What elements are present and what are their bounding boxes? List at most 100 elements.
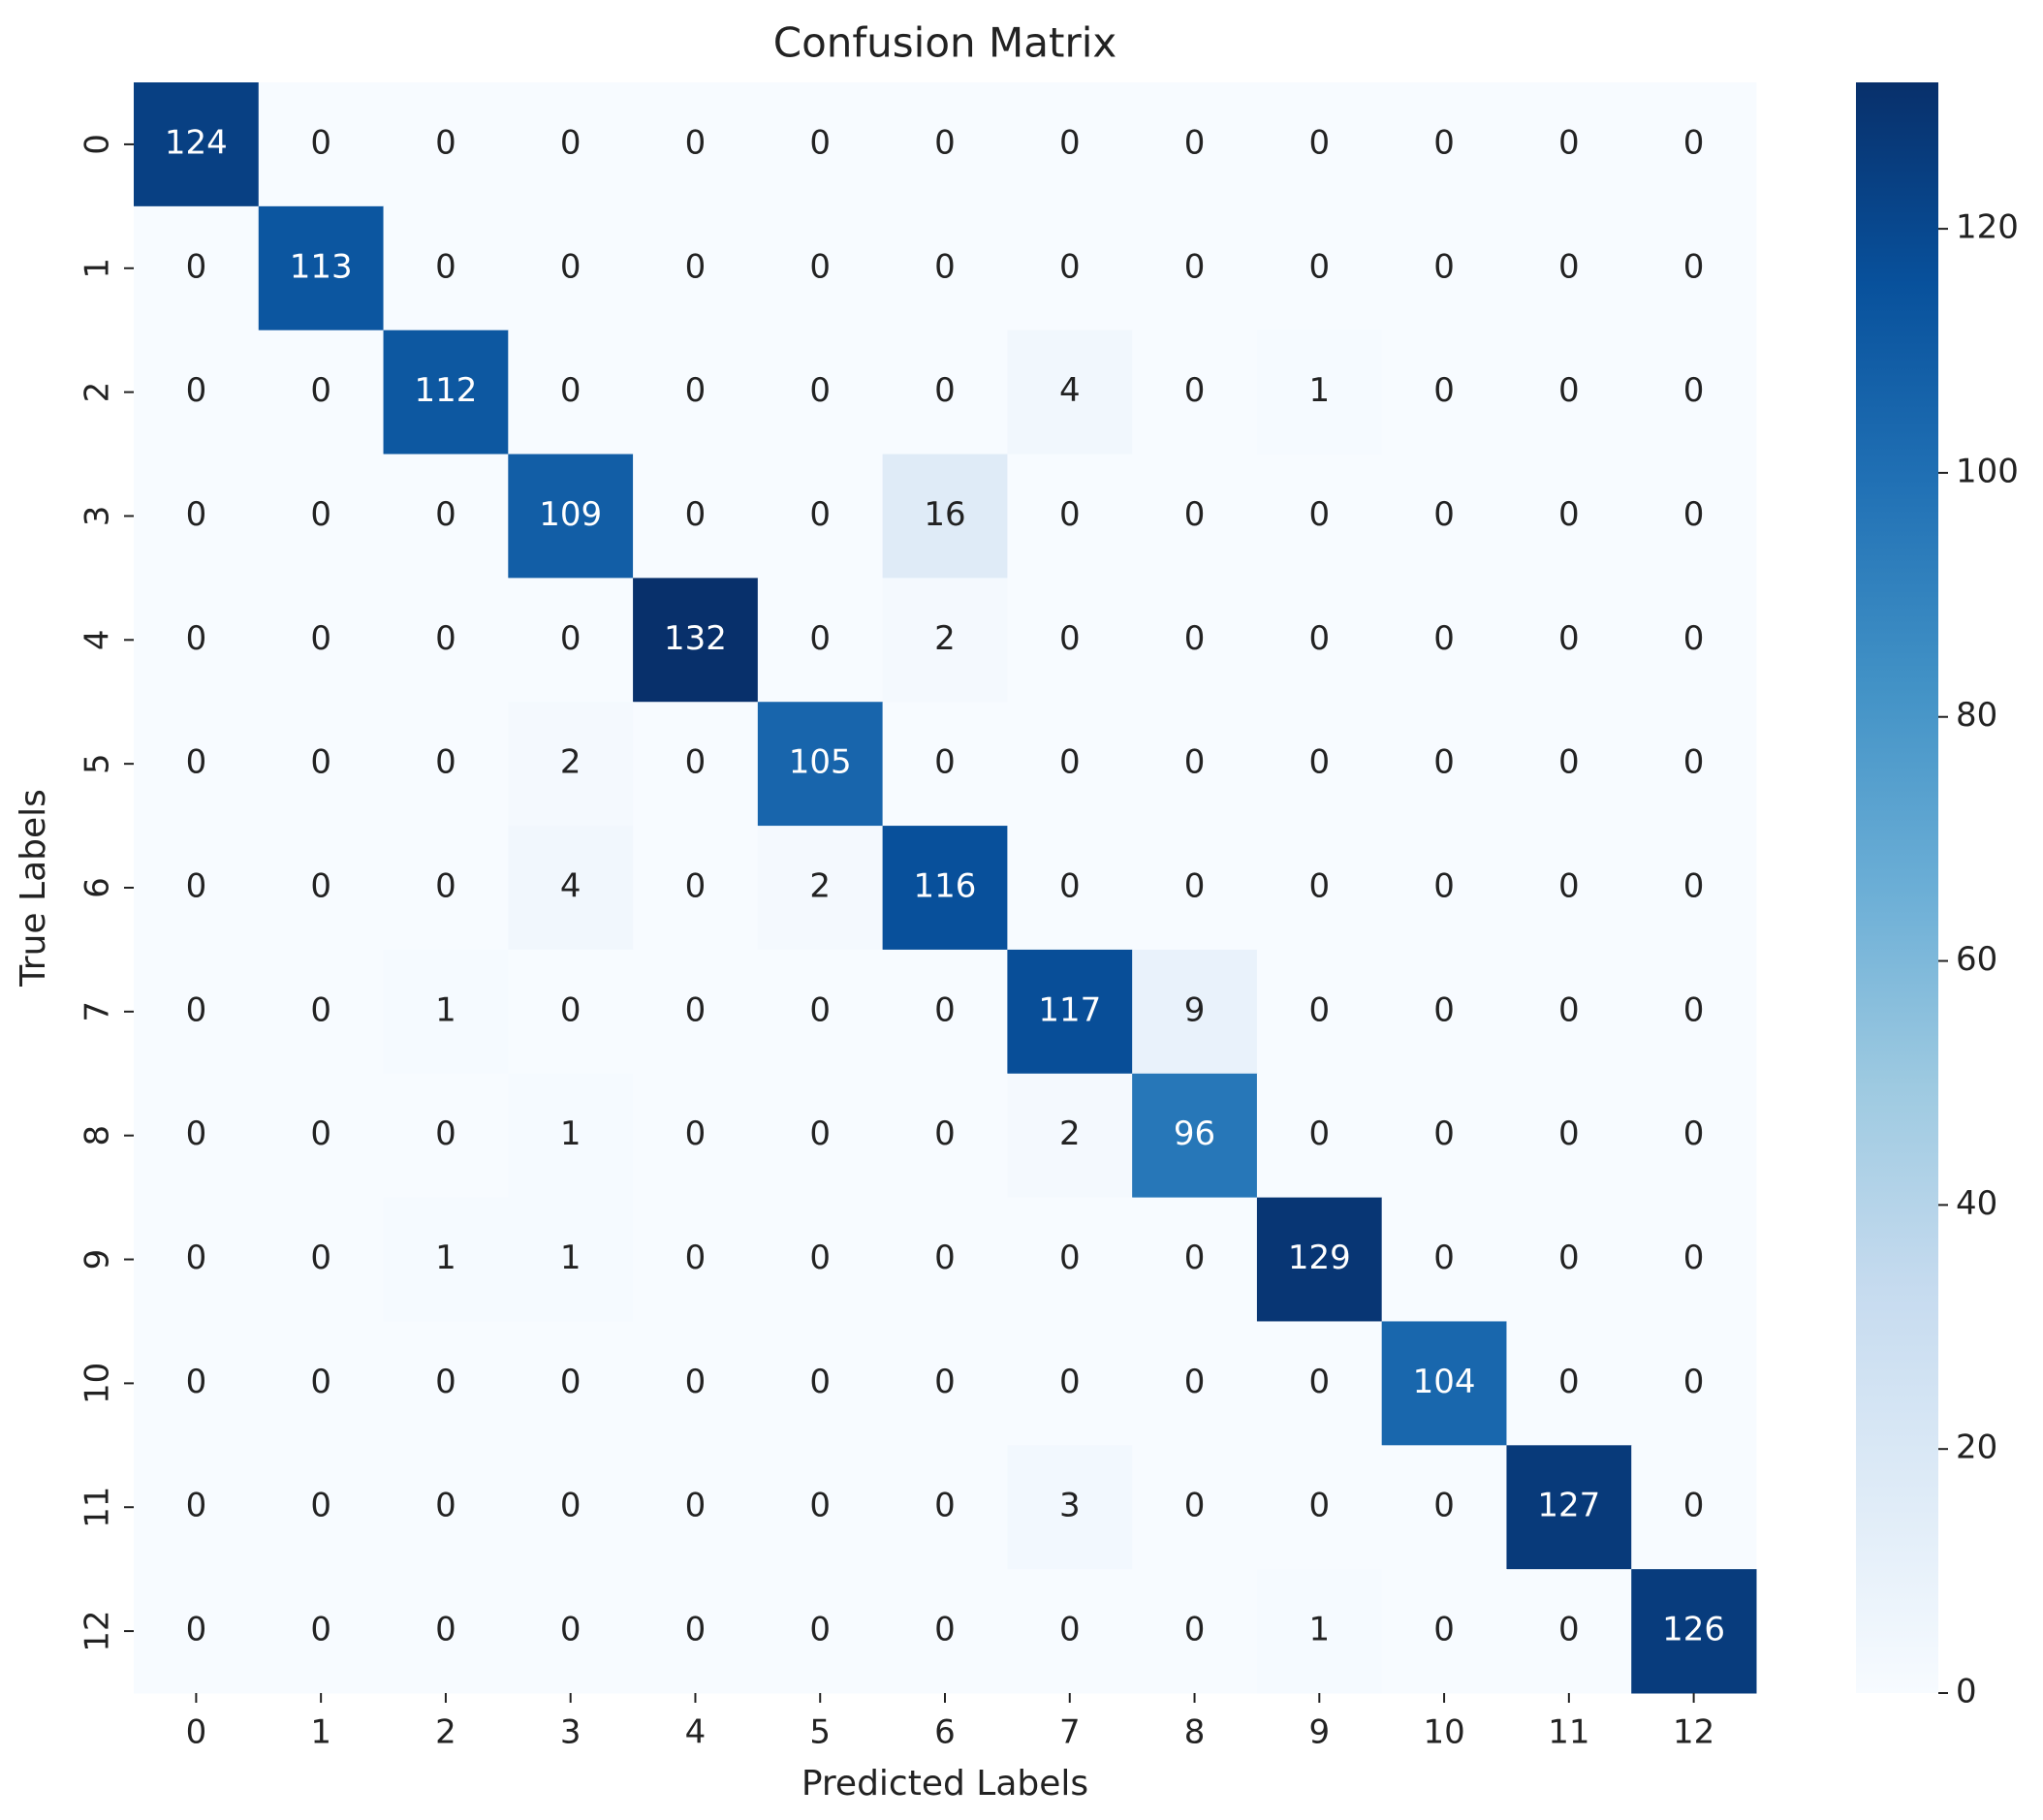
heatmap-cell bbox=[383, 1197, 509, 1322]
cell-label: 0 bbox=[1558, 619, 1580, 658]
cell-label: 0 bbox=[560, 247, 581, 286]
heatmap-cell bbox=[383, 578, 509, 703]
heatmap-cell bbox=[1132, 205, 1258, 331]
y-tick-label: 0 bbox=[79, 134, 117, 155]
cell-label: 0 bbox=[1683, 867, 1705, 906]
heatmap-cell bbox=[1132, 1569, 1258, 1694]
cell-label: 0 bbox=[435, 1611, 456, 1649]
cell-label: 0 bbox=[1184, 371, 1206, 410]
heatmap-cell bbox=[882, 454, 1008, 579]
cell-label: 0 bbox=[435, 495, 456, 534]
heatmap-cell bbox=[633, 329, 759, 455]
heatmap-cell bbox=[1007, 578, 1133, 703]
y-tick-label: 11 bbox=[79, 1487, 117, 1528]
cell-label: 1 bbox=[1308, 371, 1330, 410]
cell-label: 0 bbox=[435, 1114, 456, 1153]
cell-label: 0 bbox=[1059, 1611, 1081, 1649]
colorbar-tick-label: 100 bbox=[1956, 452, 2019, 490]
heatmap-cell bbox=[258, 205, 385, 331]
heatmap-cell bbox=[508, 1569, 634, 1694]
heatmap-cell bbox=[1381, 329, 1507, 455]
cell-label: 0 bbox=[1683, 495, 1705, 534]
cell-label: 0 bbox=[685, 1114, 707, 1153]
heatmap-cell bbox=[1631, 454, 1757, 579]
heatmap-cell bbox=[882, 329, 1008, 455]
heatmap-cell bbox=[1381, 578, 1507, 703]
cell-label: 0 bbox=[809, 1239, 831, 1277]
cell-label: 0 bbox=[934, 371, 956, 410]
cell-label: 0 bbox=[809, 1611, 831, 1649]
heatmap-cell bbox=[1631, 949, 1757, 1075]
heatmap-cell bbox=[757, 1445, 884, 1570]
cell-label: 0 bbox=[1308, 123, 1330, 162]
cell-label: 0 bbox=[186, 1114, 207, 1153]
cell-label: 0 bbox=[560, 990, 581, 1029]
cell-label: 0 bbox=[685, 867, 707, 906]
cell-label: 105 bbox=[789, 743, 852, 782]
colorbar-tick-label: 80 bbox=[1956, 696, 1997, 735]
cell-label: 0 bbox=[1308, 743, 1330, 782]
cell-label: 0 bbox=[435, 247, 456, 286]
cell-label: 0 bbox=[685, 371, 707, 410]
heatmap-cell bbox=[258, 1569, 385, 1694]
cell-label: 1 bbox=[1308, 1611, 1330, 1649]
cell-label: 0 bbox=[1184, 1239, 1206, 1277]
cell-label: 0 bbox=[934, 1363, 956, 1401]
heatmap-cell bbox=[1631, 82, 1757, 207]
cell-label: 0 bbox=[1558, 867, 1580, 906]
cell-label: 0 bbox=[685, 1363, 707, 1401]
cell-label: 0 bbox=[1683, 247, 1705, 286]
heatmap-cell bbox=[633, 702, 759, 827]
cell-label: 4 bbox=[1059, 371, 1081, 410]
cell-label: 0 bbox=[1558, 1114, 1580, 1153]
heatmap-cell bbox=[258, 454, 385, 579]
heatmap-cell bbox=[882, 578, 1008, 703]
heatmap-cell bbox=[757, 949, 884, 1075]
heatmap-cell bbox=[383, 1073, 509, 1199]
cell-label: 0 bbox=[186, 247, 207, 286]
heatmap-cell bbox=[1132, 826, 1258, 951]
heatmap-cell bbox=[1506, 1569, 1632, 1694]
heatmap-cell bbox=[508, 702, 634, 827]
heatmap-cell bbox=[1506, 578, 1632, 703]
cell-label: 0 bbox=[310, 867, 331, 906]
y-tick-label: 1 bbox=[79, 258, 117, 279]
heatmap-cell bbox=[633, 205, 759, 331]
cell-label: 0 bbox=[310, 1611, 331, 1649]
heatmap-cell bbox=[1256, 454, 1383, 579]
cell-label: 0 bbox=[1433, 743, 1455, 782]
cell-label: 0 bbox=[685, 1611, 707, 1649]
cell-label: 0 bbox=[1433, 371, 1455, 410]
heatmap-cell bbox=[383, 1569, 509, 1694]
heatmap-cell bbox=[134, 1569, 260, 1694]
heatmap-cell bbox=[757, 702, 884, 827]
y-tick-label: 4 bbox=[79, 629, 117, 650]
heatmap-cell bbox=[258, 949, 385, 1075]
heatmap-cell bbox=[1631, 1073, 1757, 1199]
cell-label: 0 bbox=[809, 990, 831, 1029]
cell-label: 0 bbox=[809, 123, 831, 162]
heatmap-cell bbox=[757, 329, 884, 455]
heatmap-cell bbox=[1256, 826, 1383, 951]
heatmap-cell bbox=[1132, 1197, 1258, 1322]
cell-label: 0 bbox=[1059, 1363, 1081, 1401]
heatmap-cell bbox=[882, 1321, 1008, 1446]
cell-label: 0 bbox=[1683, 990, 1705, 1029]
y-tick-label: 6 bbox=[79, 877, 117, 898]
heatmap-cell bbox=[882, 702, 1008, 827]
heatmap-cell bbox=[508, 1197, 634, 1322]
heatmap-cell bbox=[1007, 82, 1133, 207]
cell-label: 0 bbox=[560, 123, 581, 162]
cell-label: 0 bbox=[1433, 247, 1455, 286]
cell-label: 2 bbox=[560, 743, 581, 782]
heatmap-cell bbox=[1506, 949, 1632, 1075]
heatmap-cell bbox=[134, 949, 260, 1075]
cell-label: 0 bbox=[1059, 619, 1081, 658]
heatmap-cell bbox=[508, 205, 634, 331]
heatmap-cell bbox=[1631, 1445, 1757, 1570]
heatmap-cell bbox=[1007, 702, 1133, 827]
cell-label: 96 bbox=[1174, 1114, 1215, 1153]
cell-label: 0 bbox=[809, 1363, 831, 1401]
heatmap-cell bbox=[1631, 1321, 1757, 1446]
